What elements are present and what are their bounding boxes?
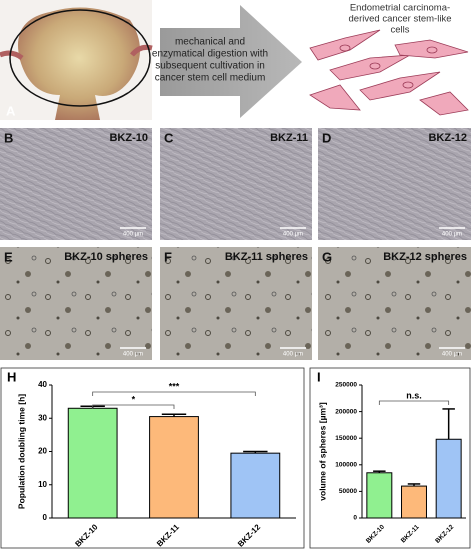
- panel-letter: C: [164, 130, 174, 145]
- significance-label: ***: [169, 381, 180, 391]
- y-tick-label: 150000: [335, 435, 357, 442]
- scale-label: 400 µm: [123, 232, 143, 238]
- micrograph: [0, 128, 152, 240]
- y-tick-label: 0: [353, 515, 357, 522]
- bar: [149, 416, 199, 519]
- bar: [230, 452, 281, 519]
- tubes: [0, 44, 153, 61]
- bar: [435, 438, 462, 519]
- circle-mark: [9, 9, 151, 107]
- y-tick-label: 50000: [339, 488, 357, 495]
- micrograph: [318, 128, 471, 240]
- result-line: cells: [390, 25, 409, 36]
- scale-label: 400 µm: [283, 352, 303, 358]
- sample-label: BKZ-12 spheres: [383, 251, 467, 263]
- x-tick-label: BKZ-11: [400, 523, 421, 544]
- process-line: enzymatical digestion with: [152, 49, 268, 60]
- micrograph: [160, 247, 312, 360]
- y-tick-label: 250000: [335, 382, 357, 389]
- significance-label: n.s.: [406, 390, 422, 400]
- arrow: [160, 5, 302, 118]
- panel-letter: A: [6, 103, 16, 118]
- y-axis-label: Population doubling time [h]: [16, 394, 26, 509]
- y-axis-label: volume of spheres [µm³]: [317, 402, 327, 501]
- sample-label: BKZ-10 spheres: [64, 251, 148, 263]
- x-tick-label: BKZ-11: [155, 522, 181, 548]
- y-tick-label: 10: [38, 480, 47, 489]
- bar: [401, 485, 427, 519]
- x-tick-label: BKZ-10: [73, 522, 100, 549]
- result-line: Endometrial carcinoma-: [350, 3, 450, 14]
- sample-label: BKZ-11 spheres: [225, 251, 308, 263]
- sample-label: BKZ-12: [428, 132, 467, 144]
- y-tick-label: 0: [43, 513, 48, 522]
- process-line: mechanical and: [175, 37, 245, 48]
- process-line: subsequent cultivation in: [155, 61, 265, 72]
- panel-letter: H: [7, 369, 16, 384]
- x-tick-label: BKZ-12: [434, 523, 455, 544]
- scale-label: 400 µm: [123, 352, 143, 358]
- panel-letter: G: [322, 249, 332, 264]
- y-tick-label: 100000: [335, 462, 357, 469]
- scale-label: 400 µm: [442, 352, 462, 358]
- significance-bracket: [378, 400, 450, 405]
- bar: [67, 407, 118, 519]
- x-tick-label: BKZ-12: [236, 522, 263, 549]
- result-text: Endometrial carcinoma-derived cancer ste…: [349, 3, 452, 36]
- process-line: cancer stem cell medium: [155, 73, 266, 84]
- significance-bracket: [92, 404, 175, 409]
- scale-label: 400 µm: [283, 232, 303, 238]
- panel-letter: I: [317, 369, 321, 384]
- tissue: [18, 7, 140, 120]
- micrograph: [0, 247, 152, 360]
- micrograph: [160, 128, 312, 240]
- y-tick-label: 20: [38, 447, 47, 456]
- y-tick-label: 30: [38, 413, 47, 422]
- bar: [366, 472, 393, 519]
- scale-label: 400 µm: [442, 232, 462, 238]
- result-line: derived cancer stem-like: [349, 14, 452, 25]
- panel-letter: D: [322, 130, 331, 145]
- sample-label: BKZ-11: [270, 132, 308, 144]
- panel-letter: F: [164, 249, 172, 264]
- significance-label: *: [132, 394, 136, 404]
- panel-letter: B: [4, 130, 13, 145]
- panel-i-frame: [309, 367, 471, 549]
- sample-label: BKZ-10: [109, 132, 148, 144]
- y-tick-label: 200000: [335, 408, 357, 415]
- micrographs: B BKZ-10 400 µm C BKZ-11 400 µm D BKZ-12 400 µm E…: [0, 128, 471, 360]
- panel-letter: E: [4, 249, 13, 264]
- micrograph: [318, 247, 471, 360]
- cell-drawing: [309, 29, 469, 116]
- y-tick-label: 40: [38, 380, 47, 389]
- panel-h-frame: [0, 367, 305, 549]
- significance-bracket: [92, 391, 256, 396]
- x-tick-label: BKZ-10: [365, 523, 386, 544]
